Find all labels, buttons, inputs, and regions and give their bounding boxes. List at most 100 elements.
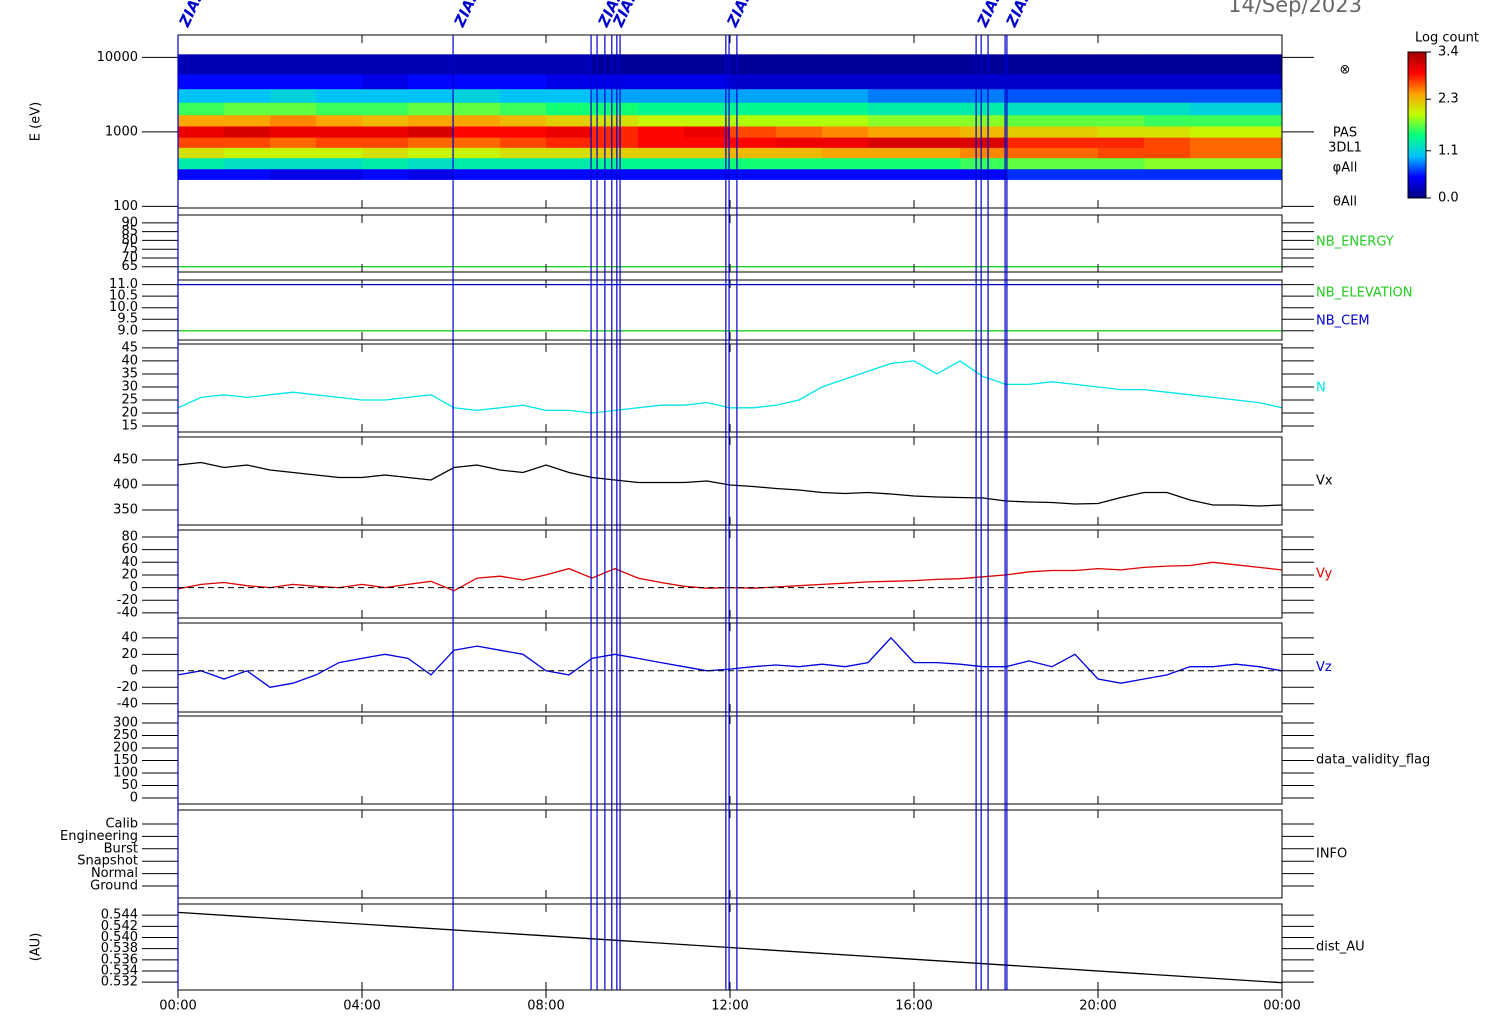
- heatmap-cell: [316, 102, 363, 116]
- heatmap-cell: [1006, 88, 1053, 103]
- heatmap-cell: [730, 168, 777, 180]
- heatmap-cell: [730, 102, 777, 116]
- heatmap-cell: [1052, 157, 1099, 170]
- heatmap-cell: [730, 157, 777, 170]
- heatmap-cell: [730, 73, 777, 90]
- heatmap-cell: [224, 54, 271, 75]
- panel-frame: [177, 809, 1283, 899]
- heatmap-cell: [270, 147, 317, 159]
- heatmap-cell: [1006, 54, 1053, 75]
- heatmap-cell: [868, 125, 915, 138]
- heatmap-cell: [224, 157, 271, 170]
- y-tick-label: 0.542: [101, 919, 138, 934]
- series-line: [177, 561, 1283, 592]
- heatmap-cell: [1098, 73, 1145, 90]
- heatmap-cell: [1098, 137, 1145, 148]
- y-tick-label: Burst: [104, 841, 138, 856]
- panel-frame: [177, 715, 1283, 805]
- heatmap-cell: [316, 73, 363, 90]
- heatmap-cell: [362, 114, 409, 127]
- y-tick-label: 100: [113, 199, 138, 214]
- heatmap-cell: [592, 88, 639, 103]
- heatmap-cell: [270, 88, 317, 103]
- heatmap-cell: [868, 114, 915, 127]
- heatmap-cell: [500, 114, 547, 127]
- panel-label: INFO: [1316, 847, 1347, 862]
- side-label: φAll: [1333, 161, 1358, 176]
- heatmap-cell: [224, 137, 271, 148]
- y-tick-label: 50: [121, 778, 138, 793]
- series-line: [177, 461, 1283, 507]
- heatmap-cell: [730, 147, 777, 159]
- heatmap-cell: [914, 114, 961, 127]
- heatmap-cell: [500, 73, 547, 90]
- heatmap-cell: [776, 137, 823, 148]
- heatmap-cell: [1098, 102, 1145, 116]
- heatmap-cell: [638, 147, 685, 159]
- heatmap-cell: [316, 137, 363, 148]
- colorbar-tick-label: 1.1: [1438, 143, 1459, 158]
- heatmap-cell: [408, 137, 455, 148]
- heatmap-cell: [178, 73, 225, 90]
- heatmap-cell: [914, 54, 961, 75]
- heatmap-cell: [592, 73, 639, 90]
- y-tick-label: 25: [121, 392, 138, 407]
- y-tick-label: 0.538: [101, 941, 138, 956]
- heatmap-cell: [776, 88, 823, 103]
- panel-label: data_validity_flag: [1316, 753, 1430, 768]
- heatmap-cell: [408, 54, 455, 75]
- heatmap-cell: [822, 168, 869, 180]
- heatmap-cell: [1006, 147, 1053, 159]
- heatmap-cell: [1052, 114, 1099, 127]
- heatmap-cell: [316, 88, 363, 103]
- colorbar: [1407, 51, 1427, 199]
- heatmap-cell: [1052, 168, 1099, 180]
- heatmap-cell: [454, 147, 501, 159]
- heatmap-cell: [270, 125, 317, 138]
- heatmap-cell: [914, 88, 961, 103]
- y-tick-label: 75: [121, 242, 138, 257]
- y-tick-label: 45: [121, 340, 138, 355]
- heatmap-cell: [822, 54, 869, 75]
- heatmap-cell: [1190, 114, 1237, 127]
- side-label: ⊗: [1340, 63, 1351, 78]
- y-tick-label: 10.0: [109, 300, 138, 315]
- heatmap-cell: [960, 168, 1007, 180]
- heatmap-cell: [546, 73, 593, 90]
- heatmap-cell: [224, 88, 271, 103]
- heatmap-cell: [730, 125, 777, 138]
- heatmap-cell: [1236, 102, 1283, 116]
- heatmap-cell: [868, 73, 915, 90]
- heatmap-cell: [546, 102, 593, 116]
- y-tick-label: 0.534: [101, 964, 138, 979]
- side-label: PAS: [1333, 126, 1357, 141]
- heatmap-cell: [638, 137, 685, 148]
- y-tick-label: 0: [130, 791, 138, 806]
- heatmap-cell: [178, 54, 225, 75]
- heatmap-cell: [822, 73, 869, 90]
- heatmap-cell: [500, 147, 547, 159]
- event-label: ZIAS: [973, 0, 1006, 30]
- heatmap-cell: [1190, 168, 1237, 180]
- heatmap-cell: [316, 157, 363, 170]
- y-tick-label: 20: [121, 567, 138, 582]
- heatmap-cell: [1098, 54, 1145, 75]
- x-tick-label: 12:00: [711, 999, 748, 1014]
- heatmap-cell: [776, 168, 823, 180]
- heatmap-cell: [730, 114, 777, 127]
- heatmap-cell: [1236, 73, 1283, 90]
- heatmap-cell: [362, 147, 409, 159]
- heatmap-cell: [638, 54, 685, 75]
- heatmap-cell: [1052, 147, 1099, 159]
- side-label: θAll: [1333, 195, 1357, 210]
- y-axis-label: E (eV): [29, 102, 44, 141]
- y-tick-label: 350: [113, 503, 138, 518]
- heatmap-cell: [408, 73, 455, 90]
- heatmap-cell: [1236, 168, 1283, 180]
- y-tick-label: 40: [121, 555, 138, 570]
- heatmap-cell: [776, 73, 823, 90]
- heatmap-cell: [500, 88, 547, 103]
- heatmap-cell: [546, 88, 593, 103]
